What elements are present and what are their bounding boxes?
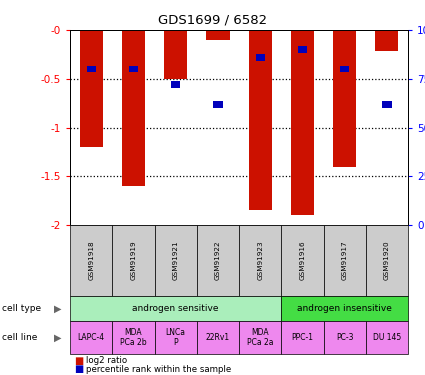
Bar [213,101,223,108]
Text: PPC-1: PPC-1 [292,333,313,342]
Text: ▶: ▶ [54,303,61,313]
Bar [129,66,138,72]
Bar [249,30,272,210]
Text: GSM91919: GSM91919 [130,241,136,280]
Bar [291,30,314,215]
Bar [122,30,145,186]
Text: GSM91920: GSM91920 [384,241,390,280]
Bar [375,30,399,51]
Text: GSM91917: GSM91917 [342,241,348,280]
Text: ■: ■ [74,356,84,366]
Text: androgen insensitive: androgen insensitive [297,304,392,313]
Text: cell line: cell line [2,333,37,342]
Bar [164,30,187,79]
Text: LAPC-4: LAPC-4 [78,333,105,342]
Text: ■: ■ [74,364,84,374]
Bar [382,101,391,108]
Bar [79,30,103,147]
Text: GSM91922: GSM91922 [215,241,221,280]
Text: GDS1699 / 6582: GDS1699 / 6582 [158,13,267,26]
Text: MDA
PCa 2b: MDA PCa 2b [120,328,147,347]
Text: androgen sensitive: androgen sensitive [133,304,219,313]
Text: GSM91918: GSM91918 [88,241,94,280]
Bar [87,66,96,72]
Text: log2 ratio: log2 ratio [86,356,128,365]
Bar [333,30,356,166]
Text: PC-3: PC-3 [336,333,354,342]
Bar [298,46,307,53]
Text: 22Rv1: 22Rv1 [206,333,230,342]
Text: GSM91921: GSM91921 [173,241,178,280]
Text: GSM91916: GSM91916 [300,241,306,280]
Text: DU 145: DU 145 [373,333,401,342]
Bar [340,66,349,72]
Text: percentile rank within the sample: percentile rank within the sample [86,365,232,374]
Text: MDA
PCa 2a: MDA PCa 2a [247,328,273,347]
Text: cell type: cell type [2,304,41,313]
Text: LNCa
P: LNCa P [166,328,186,347]
Bar [255,54,265,61]
Text: ▶: ▶ [54,333,61,342]
Text: GSM91923: GSM91923 [257,241,263,280]
Bar [206,30,230,40]
Bar [171,81,180,88]
